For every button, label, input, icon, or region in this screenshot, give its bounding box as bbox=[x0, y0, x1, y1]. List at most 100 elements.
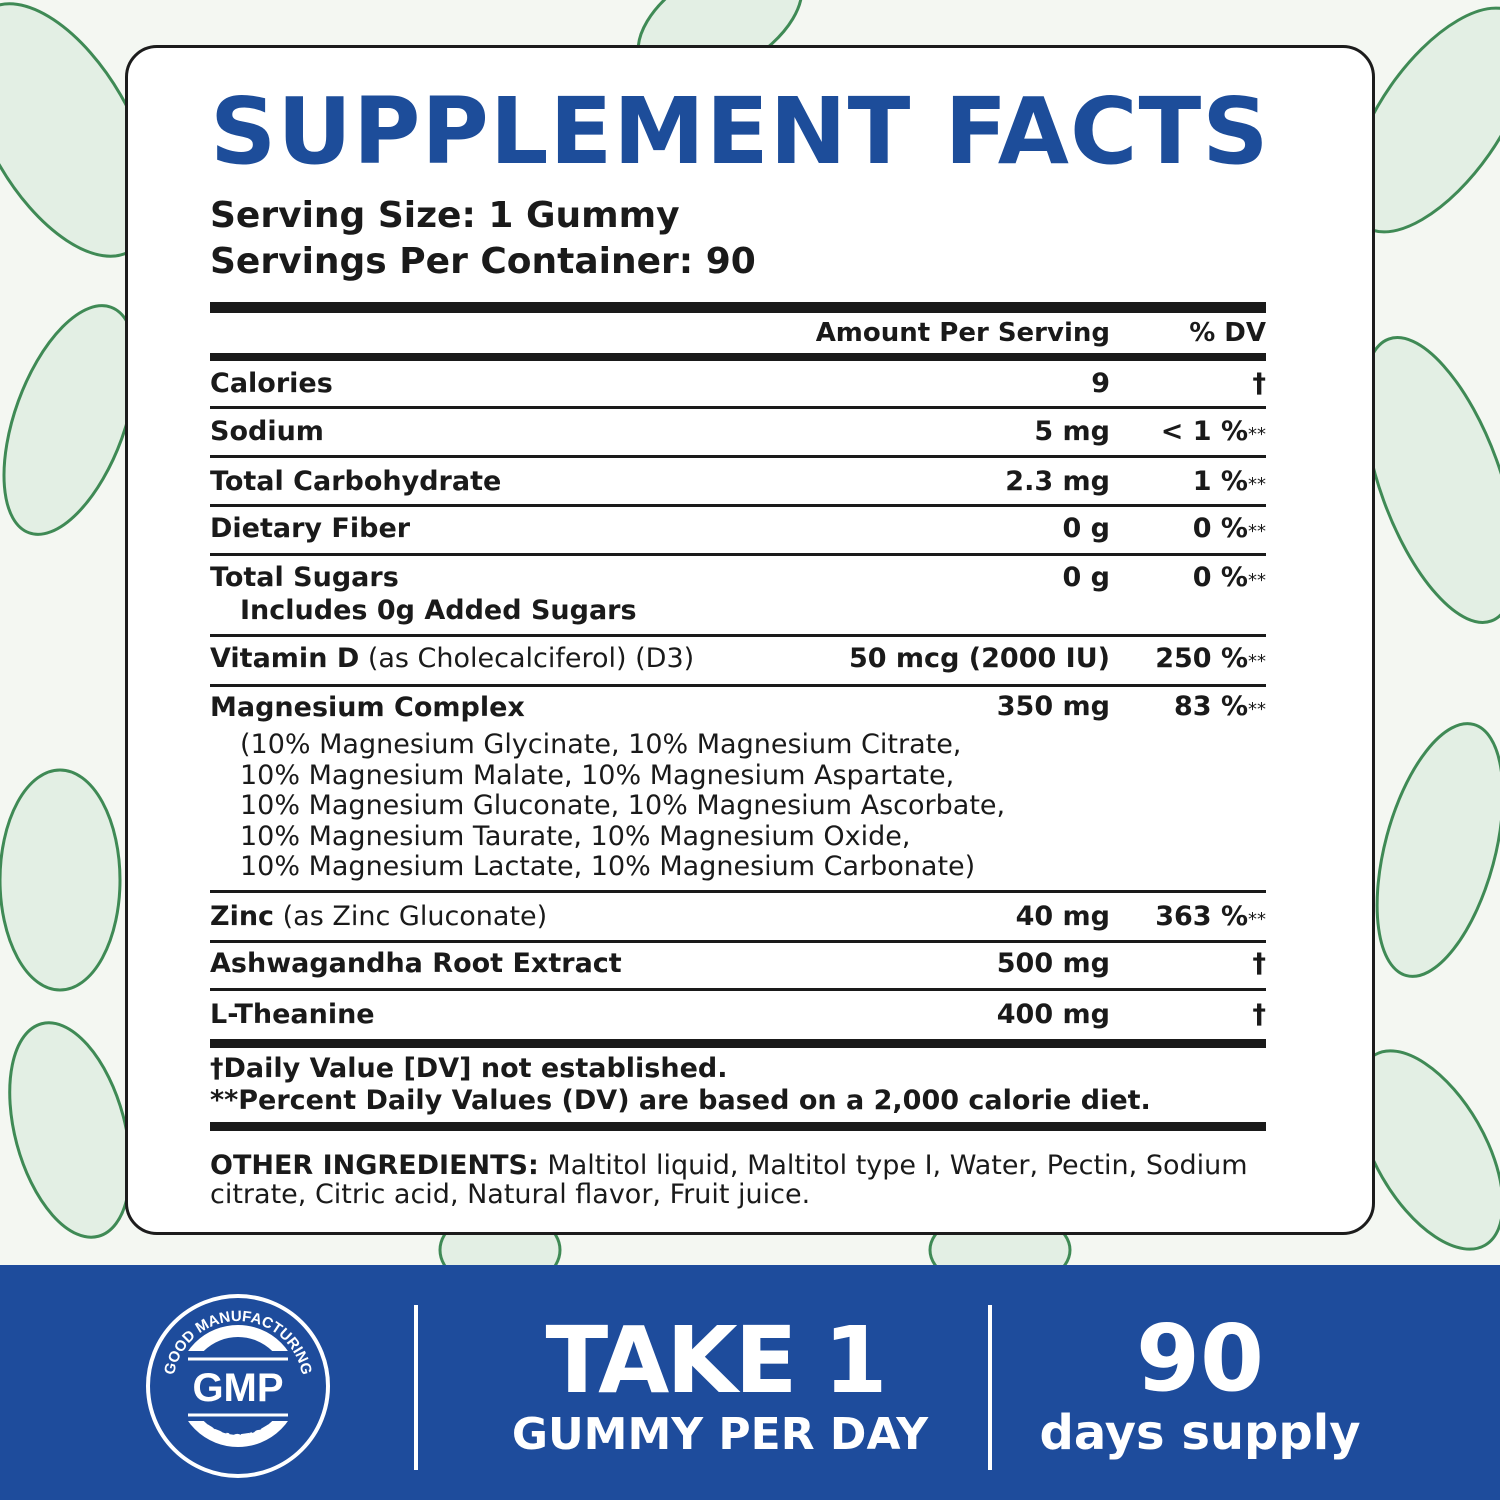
nutrient-amount: 0 g bbox=[1062, 562, 1110, 593]
nutrient-dv: < 1 %** bbox=[1161, 416, 1266, 447]
nutrient-dv: 0 %** bbox=[1193, 513, 1266, 544]
bottom-banner: GMP GOOD MANUFACTURING PRACTICE TAKE 1 G… bbox=[0, 1265, 1500, 1500]
nutrient-name: Total Carbohydrate bbox=[210, 466, 502, 497]
dv-header: % DV bbox=[1189, 318, 1266, 348]
nutrient-amount: 50 mcg (2000 IU) bbox=[848, 643, 1110, 674]
take-subtitle: GUMMY PER DAY bbox=[511, 1409, 929, 1460]
nutrient-dv: † bbox=[1253, 999, 1267, 1030]
nutrient-amount: 400 mg bbox=[996, 999, 1110, 1030]
nutrient-amount: 2.3 mg bbox=[1005, 466, 1110, 497]
table-row: Magnesium Complex 350 mg 83 %** bbox=[210, 691, 1266, 723]
row-divider bbox=[210, 406, 1266, 409]
gmp-text: GMP bbox=[192, 1366, 283, 1410]
nutrient-dv: 83 %** bbox=[1174, 691, 1266, 722]
table-row: Total Sugars 0 g 0 %** bbox=[210, 562, 1266, 594]
dv-suffix: ** bbox=[1248, 521, 1266, 542]
added-sugars-row: Includes 0g Added Sugars bbox=[240, 595, 1296, 627]
divider-thick bbox=[210, 1039, 1266, 1048]
svg-text:PRACTICE: PRACTICE bbox=[200, 1422, 276, 1449]
dv-value: † bbox=[1252, 948, 1267, 979]
dv-value: 83 % bbox=[1173, 691, 1248, 722]
dv-suffix: ** bbox=[1248, 424, 1266, 445]
footnotes: †Daily Value [DV] not established. **Per… bbox=[210, 1053, 1151, 1117]
table-row: Calories 9 † bbox=[210, 368, 1266, 400]
footnote-daily-values: **Percent Daily Values (DV) are based on… bbox=[210, 1085, 1151, 1116]
nutrient-amount: 40 mg bbox=[1015, 901, 1110, 932]
dv-suffix: ** bbox=[1248, 651, 1266, 672]
gmp-bottom-text: PRACTICE bbox=[200, 1422, 276, 1449]
detail-line: (10% Magnesium Glycinate, 10% Magnesium … bbox=[240, 729, 962, 760]
supplement-facts-panel: SUPPLEMENT FACTS Serving Size: 1 Gummy S… bbox=[125, 45, 1375, 1235]
dv-value: 250 % bbox=[1155, 643, 1248, 674]
nutrient-source: (as Zinc Gluconate) bbox=[274, 901, 548, 932]
detail-line: 10% Magnesium Malate, 10% Magnesium Aspa… bbox=[240, 759, 955, 791]
nutrient-name: Sodium bbox=[210, 416, 324, 447]
row-divider bbox=[210, 634, 1266, 637]
row-divider bbox=[210, 684, 1266, 687]
dv-value: 0 % bbox=[1192, 513, 1248, 544]
other-ingredients-text: Maltitol liquid, Maltitol type I, Water,… bbox=[210, 1150, 1248, 1210]
nutrient-dv: 250 %** bbox=[1155, 643, 1266, 674]
nutrient-amount: 500 mg bbox=[996, 948, 1110, 979]
dv-value: † bbox=[1252, 999, 1267, 1030]
nutrient-name: Dietary Fiber bbox=[210, 513, 411, 544]
added-sugars-label: Includes 0g Added Sugars bbox=[240, 595, 637, 626]
dv-suffix: ** bbox=[1248, 474, 1266, 495]
row-divider bbox=[210, 890, 1266, 893]
banner-divider bbox=[414, 1305, 418, 1470]
nutrient-name: Zinc (as Zinc Gluconate) bbox=[210, 901, 547, 932]
days-count: 90 bbox=[1135, 1305, 1265, 1412]
nutrient-name: L-Theanine bbox=[210, 999, 375, 1030]
days-subtitle: days supply bbox=[1039, 1405, 1361, 1461]
dv-value: † bbox=[1252, 368, 1267, 399]
nutrient-name: Total Sugars bbox=[210, 562, 399, 593]
nutrient-dv: 363 %** bbox=[1155, 901, 1266, 932]
footnote-dv-not-established: †Daily Value [DV] not established. bbox=[210, 1053, 728, 1084]
nutrient-dv: † bbox=[1253, 368, 1267, 399]
take-count: TAKE 1 bbox=[545, 1307, 888, 1414]
nutrient-amount: 9 bbox=[1091, 368, 1110, 399]
banner-divider bbox=[988, 1305, 992, 1470]
dv-suffix: ** bbox=[1248, 909, 1266, 930]
detail-line: 10% Magnesium Gluconate, 10% Magnesium A… bbox=[240, 790, 1006, 821]
table-row: Ashwagandha Root Extract 500 mg † bbox=[210, 948, 1266, 980]
dv-value: 0 % bbox=[1192, 562, 1248, 593]
dv-value: 363 % bbox=[1155, 901, 1248, 932]
row-divider bbox=[210, 504, 1266, 507]
nutrient-name-main: Vitamin D bbox=[210, 643, 360, 674]
servings-per-container: Servings Per Container: 90 bbox=[210, 241, 756, 282]
gmp-badge-icon: GMP GOOD MANUFACTURING PRACTICE bbox=[146, 1294, 330, 1478]
other-ingredients-label: OTHER INGREDIENTS: bbox=[210, 1150, 539, 1181]
nutrient-dv: 1 %** bbox=[1193, 466, 1266, 497]
dv-suffix: ** bbox=[1248, 570, 1266, 591]
nutrient-amount: 0 g bbox=[1062, 513, 1110, 544]
dv-value: < 1 % bbox=[1160, 416, 1248, 447]
detail-line: 10% Magnesium Lactate, 10% Magnesium Car… bbox=[240, 851, 976, 882]
amount-header: Amount Per Serving bbox=[815, 318, 1110, 348]
dv-suffix: ** bbox=[1248, 699, 1266, 720]
nutrient-dv: 0 %** bbox=[1193, 562, 1266, 593]
nutrient-source: (as Cholecalciferol) (D3) bbox=[359, 643, 695, 674]
nutrient-amount: 5 mg bbox=[1034, 416, 1110, 447]
nutrient-amount: 350 mg bbox=[996, 691, 1110, 722]
table-row: Vitamin D (as Cholecalciferol) (D3) 50 m… bbox=[210, 643, 1266, 675]
divider-thick bbox=[210, 302, 1266, 313]
page-title: SUPPLEMENT FACTS bbox=[210, 78, 1270, 185]
row-divider bbox=[210, 553, 1266, 556]
row-divider bbox=[210, 988, 1266, 991]
table-header: Amount Per Serving % DV bbox=[210, 318, 1266, 350]
nutrient-name-main: Zinc bbox=[210, 901, 275, 932]
table-row: Zinc (as Zinc Gluconate) 40 mg 363 %** bbox=[210, 901, 1266, 933]
nutrient-name: Calories bbox=[210, 368, 333, 399]
divider-thick bbox=[210, 1122, 1266, 1131]
other-ingredients: OTHER INGREDIENTS: Maltitol liquid, Malt… bbox=[210, 1151, 1270, 1209]
table-row: Dietary Fiber 0 g 0 %** bbox=[210, 513, 1266, 545]
nutrient-name: Vitamin D (as Cholecalciferol) (D3) bbox=[210, 643, 694, 674]
divider-thick bbox=[210, 353, 1266, 361]
serving-size: Serving Size: 1 Gummy bbox=[210, 195, 680, 236]
table-row: L-Theanine 400 mg † bbox=[210, 999, 1266, 1031]
row-divider bbox=[210, 455, 1266, 458]
dv-value: 1 % bbox=[1192, 466, 1248, 497]
table-row: Sodium 5 mg < 1 %** bbox=[210, 416, 1266, 448]
nutrient-name: Magnesium Complex bbox=[210, 692, 525, 723]
